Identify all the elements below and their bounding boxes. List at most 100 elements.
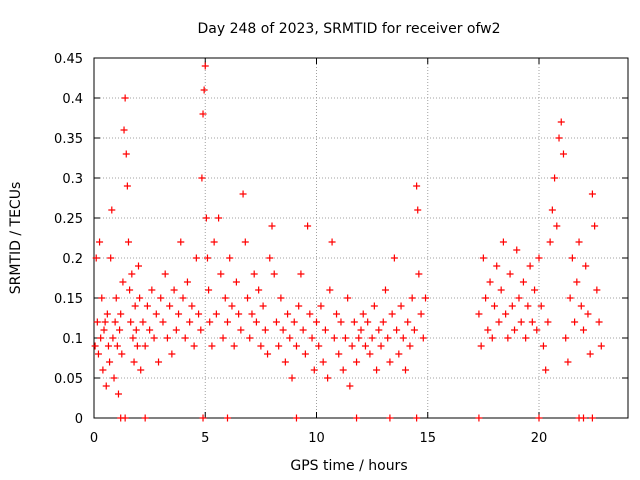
data-point xyxy=(170,286,178,294)
data-point xyxy=(272,318,280,326)
data-point xyxy=(121,94,129,102)
data-point xyxy=(575,238,583,246)
data-point xyxy=(557,118,565,126)
data-point xyxy=(98,294,106,302)
data-point xyxy=(548,206,556,214)
data-point xyxy=(413,182,421,190)
data-point xyxy=(200,86,208,94)
data-point xyxy=(111,318,119,326)
data-point xyxy=(364,318,372,326)
data-point xyxy=(522,334,530,342)
data-point xyxy=(250,270,258,278)
data-point xyxy=(102,382,110,390)
data-point xyxy=(136,294,144,302)
data-point xyxy=(197,326,205,334)
data-point xyxy=(535,414,543,422)
data-point xyxy=(321,326,329,334)
data-point xyxy=(482,294,490,302)
data-point xyxy=(203,254,211,262)
data-point xyxy=(279,326,287,334)
data-point xyxy=(390,254,398,262)
data-point xyxy=(388,310,396,318)
y-tick-labels: 0 0.05 0.1 0.15 0.2 0.25 0.3 0.35 0.4 0.45 xyxy=(54,52,83,427)
data-point xyxy=(137,366,145,374)
data-point xyxy=(497,286,505,294)
data-point xyxy=(301,350,309,358)
data-point xyxy=(339,366,347,374)
data-point xyxy=(132,326,140,334)
y-tick-label: 0.4 xyxy=(62,92,83,107)
data-point xyxy=(344,294,352,302)
data-point xyxy=(122,150,130,158)
data-point xyxy=(513,246,521,254)
data-point xyxy=(582,262,590,270)
data-point xyxy=(377,342,385,350)
data-point xyxy=(359,310,367,318)
data-point xyxy=(324,374,332,382)
plot-frame xyxy=(93,57,629,419)
data-point xyxy=(100,326,108,334)
data-point xyxy=(190,342,198,350)
data-point xyxy=(422,294,430,302)
data-point xyxy=(97,334,105,342)
data-point xyxy=(580,326,587,334)
data-point xyxy=(232,278,240,286)
data-point xyxy=(562,334,570,342)
data-point xyxy=(384,334,392,342)
data-point xyxy=(499,238,507,246)
data-point xyxy=(252,318,260,326)
data-point xyxy=(493,262,501,270)
data-point xyxy=(92,254,100,262)
data-point xyxy=(310,366,318,374)
data-point xyxy=(337,318,345,326)
data-point xyxy=(491,302,498,310)
data-point xyxy=(172,326,180,334)
data-point xyxy=(593,286,601,294)
data-point xyxy=(210,238,218,246)
data-point xyxy=(135,262,142,270)
x-tick-label: 20 xyxy=(531,431,548,446)
data-point xyxy=(571,318,579,326)
data-point xyxy=(109,334,117,342)
chart-title: Day 248 of 2023, SRMTID for receiver ofw… xyxy=(197,21,500,37)
data-point xyxy=(346,382,354,390)
data-points xyxy=(91,62,605,422)
data-point xyxy=(259,302,267,310)
data-point xyxy=(564,358,572,366)
data-point xyxy=(406,342,414,350)
data-point xyxy=(399,334,407,342)
y-tick-label: 0.2 xyxy=(62,252,83,267)
data-point xyxy=(588,414,596,422)
data-point xyxy=(588,190,596,198)
data-point xyxy=(506,270,514,278)
data-point xyxy=(188,302,196,310)
x-tick-label: 10 xyxy=(308,431,325,446)
data-point xyxy=(375,326,383,334)
data-point xyxy=(127,318,135,326)
data-point xyxy=(157,294,165,302)
data-point xyxy=(113,342,121,350)
data-point xyxy=(495,318,503,326)
data-point xyxy=(559,150,567,158)
data-point xyxy=(573,278,581,286)
data-point xyxy=(199,414,207,422)
data-point xyxy=(413,414,421,422)
data-point xyxy=(419,334,427,342)
data-point xyxy=(116,326,124,334)
data-point xyxy=(241,238,249,246)
data-point xyxy=(517,318,525,326)
data-point xyxy=(163,334,171,342)
data-point xyxy=(248,310,256,318)
data-point xyxy=(317,302,325,310)
data-point xyxy=(224,318,231,326)
data-point xyxy=(128,270,136,278)
data-point xyxy=(304,222,312,230)
y-tick-label: 0.15 xyxy=(54,292,83,307)
data-point xyxy=(553,222,561,230)
x-axis-label: GPS time / hours xyxy=(290,458,407,474)
data-point xyxy=(179,294,187,302)
data-point xyxy=(270,270,278,278)
data-point xyxy=(129,334,137,342)
data-point xyxy=(266,254,274,262)
data-point xyxy=(475,310,483,318)
